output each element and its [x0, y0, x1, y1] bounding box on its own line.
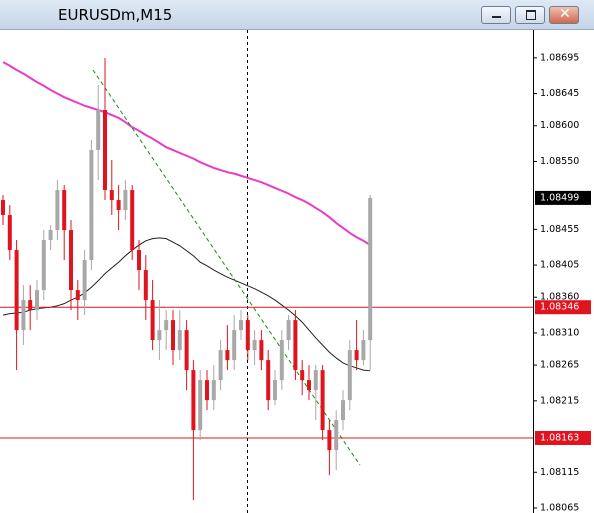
candle-body: [191, 370, 196, 431]
candle-body: [116, 200, 121, 211]
current-price-label: 1.08499: [540, 192, 579, 203]
y-tick-label: 1.08405: [540, 260, 579, 271]
candle-body: [252, 340, 257, 351]
candle-body: [205, 380, 209, 401]
price-label-bg: [535, 190, 591, 205]
candle-body: [259, 340, 264, 361]
candle-body: [55, 190, 60, 231]
maximize-button[interactable]: [515, 6, 545, 24]
trend-line: [92, 69, 361, 466]
candle-body: [109, 190, 114, 201]
candle-body: [225, 350, 230, 361]
y-tick-label: 1.08695: [540, 52, 579, 63]
plot-area: [0, 30, 533, 513]
candle-body: [69, 230, 73, 291]
y-tick-label: 1.08310: [540, 327, 579, 338]
y-tick-label: 1.08115: [540, 467, 579, 478]
candle-body: [368, 197, 373, 341]
candle-body: [320, 370, 325, 431]
candle-body: [150, 300, 155, 341]
candle-body: [89, 150, 94, 261]
candle-body: [7, 215, 12, 251]
candle-body: [164, 320, 169, 331]
candle-body: [1, 200, 5, 216]
candle-body: [354, 350, 359, 361]
y-tick-label: 1.08265: [540, 360, 579, 371]
candle-body: [279, 340, 284, 381]
candle-body: [184, 330, 189, 371]
candle-body: [143, 270, 148, 301]
candle-body: [35, 290, 39, 311]
candle-body: [177, 330, 182, 351]
y-tick-label: 1.08550: [540, 156, 579, 167]
candle-body: [137, 250, 141, 271]
candle-body: [347, 350, 352, 401]
candle-body: [327, 430, 332, 451]
candle-body: [157, 330, 162, 341]
y-tick-label: 1.08455: [540, 224, 579, 235]
candle-body: [211, 380, 216, 401]
candle-body: [239, 320, 243, 331]
candle-body: [307, 380, 311, 391]
candle-body: [334, 420, 339, 451]
candle-body: [171, 320, 175, 351]
candle-body: [293, 320, 298, 371]
y-tick-label: 1.08215: [540, 395, 579, 406]
close-button[interactable]: ✕: [549, 6, 579, 24]
candle-body: [41, 240, 46, 291]
candle-body: [130, 190, 135, 251]
candle-body: [21, 300, 26, 331]
y-tick-label: 1.08065: [540, 502, 579, 513]
candle-body: [232, 330, 237, 361]
y-tick-label: 1.08645: [540, 88, 579, 99]
y-tick-label: 1.08600: [540, 120, 579, 131]
candle-body: [198, 380, 203, 431]
candle-body: [75, 290, 80, 301]
candle-body: [82, 260, 87, 301]
candle-body: [14, 250, 19, 331]
candle-body: [103, 110, 107, 191]
window-title: EURUSDm,M15: [58, 6, 173, 24]
candle-body: [286, 320, 291, 341]
candle-body: [341, 400, 345, 421]
level-label: 1.08346: [540, 302, 579, 313]
candle-body: [62, 190, 67, 231]
candle-body: [313, 370, 318, 391]
candle-body: [28, 300, 33, 311]
moving-average: [2, 61, 371, 246]
level-label: 1.08163: [540, 432, 579, 443]
candle-body: [361, 340, 366, 361]
y-tick-label: 1.08360: [540, 292, 579, 303]
level-label-bg: [535, 430, 591, 445]
candle-body: [123, 190, 128, 211]
candle-body: [218, 350, 223, 381]
minimize-button[interactable]: [481, 6, 511, 24]
moving-average: [2, 237, 371, 372]
title-bar: EURUSDm,M15 ✕: [0, 0, 594, 30]
level-label-bg: [535, 300, 591, 315]
candle-body: [266, 360, 271, 401]
candle-body: [96, 110, 101, 151]
candle-body: [300, 370, 305, 381]
candle-body: [48, 230, 53, 241]
candle-body: [245, 320, 250, 351]
candle-body: [273, 380, 277, 401]
